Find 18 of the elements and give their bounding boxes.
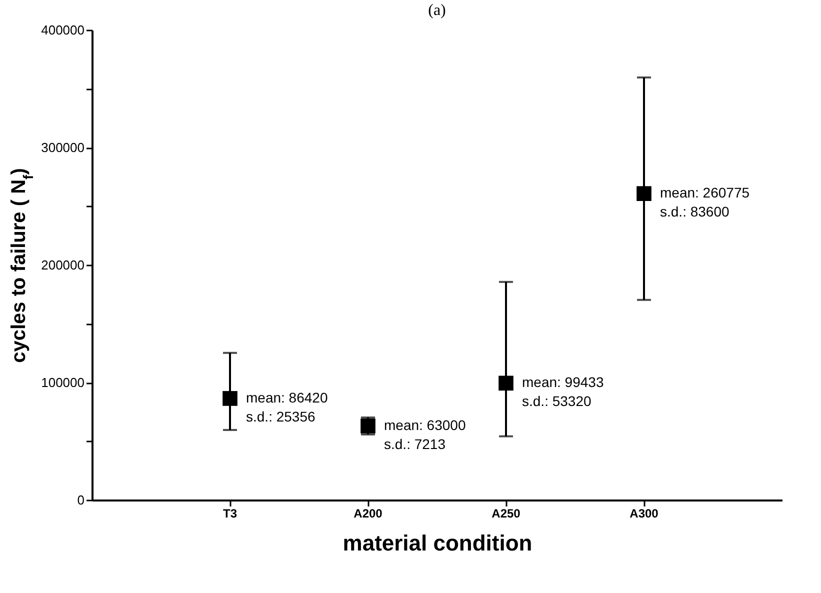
annotation: mean: 86420 s.d.: 25356 [246, 389, 328, 424]
y-tick-label: 0 [77, 492, 84, 508]
y-tick-label: 200000 [41, 258, 84, 272]
x-axis-title: material condition [342, 530, 532, 556]
y-tick-label: 400000 [41, 22, 84, 38]
annotation: mean: 63000 s.d.: 7213 [384, 416, 466, 452]
point [498, 376, 514, 391]
x-tick-label: A300 [630, 506, 659, 520]
annotation: mean: 99433 s.d.: 53320 [522, 374, 604, 410]
chart-title: (a) [428, 2, 446, 19]
x-tick-label: A200 [354, 506, 383, 520]
point [636, 186, 652, 202]
annotation: mean: 260775 s.d.: 83600 [660, 184, 750, 220]
point [222, 391, 238, 406]
x-tick-label: A250 [492, 506, 521, 520]
y-tick-label: 100000 [41, 375, 84, 390]
y-tick-label: 300000 [41, 140, 84, 155]
x-tick-label: T3 [222, 506, 238, 520]
